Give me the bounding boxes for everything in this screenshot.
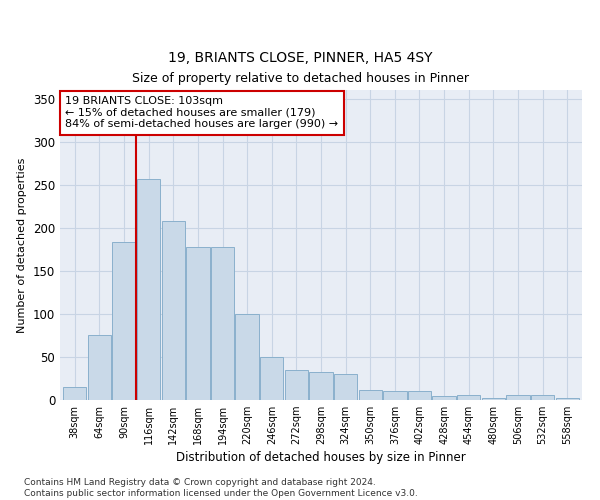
Bar [137,178,160,400]
Y-axis label: Number of detached properties: Number of detached properties [17,158,28,332]
Bar [63,387,86,400]
Text: 19, BRIANTS CLOSE, PINNER, HA5 4SY: 19, BRIANTS CLOSE, PINNER, HA5 4SY [168,51,432,65]
Bar [359,390,382,400]
Bar [88,336,111,400]
Text: Size of property relative to detached houses in Pinner: Size of property relative to detached ho… [131,72,469,85]
Bar [531,395,554,400]
Bar [186,246,209,400]
Bar [235,314,259,400]
Bar [310,372,332,400]
Bar [112,242,136,400]
Bar [211,246,234,400]
Bar [334,374,358,400]
Bar [482,398,505,400]
Bar [260,357,283,400]
Bar [457,395,481,400]
Bar [556,398,579,400]
X-axis label: Distribution of detached houses by size in Pinner: Distribution of detached houses by size … [176,452,466,464]
Bar [383,392,407,400]
Bar [433,396,456,400]
Bar [506,395,530,400]
Text: 19 BRIANTS CLOSE: 103sqm
← 15% of detached houses are smaller (179)
84% of semi-: 19 BRIANTS CLOSE: 103sqm ← 15% of detach… [65,96,338,130]
Bar [161,221,185,400]
Bar [284,370,308,400]
Bar [408,392,431,400]
Text: Contains HM Land Registry data © Crown copyright and database right 2024.
Contai: Contains HM Land Registry data © Crown c… [24,478,418,498]
